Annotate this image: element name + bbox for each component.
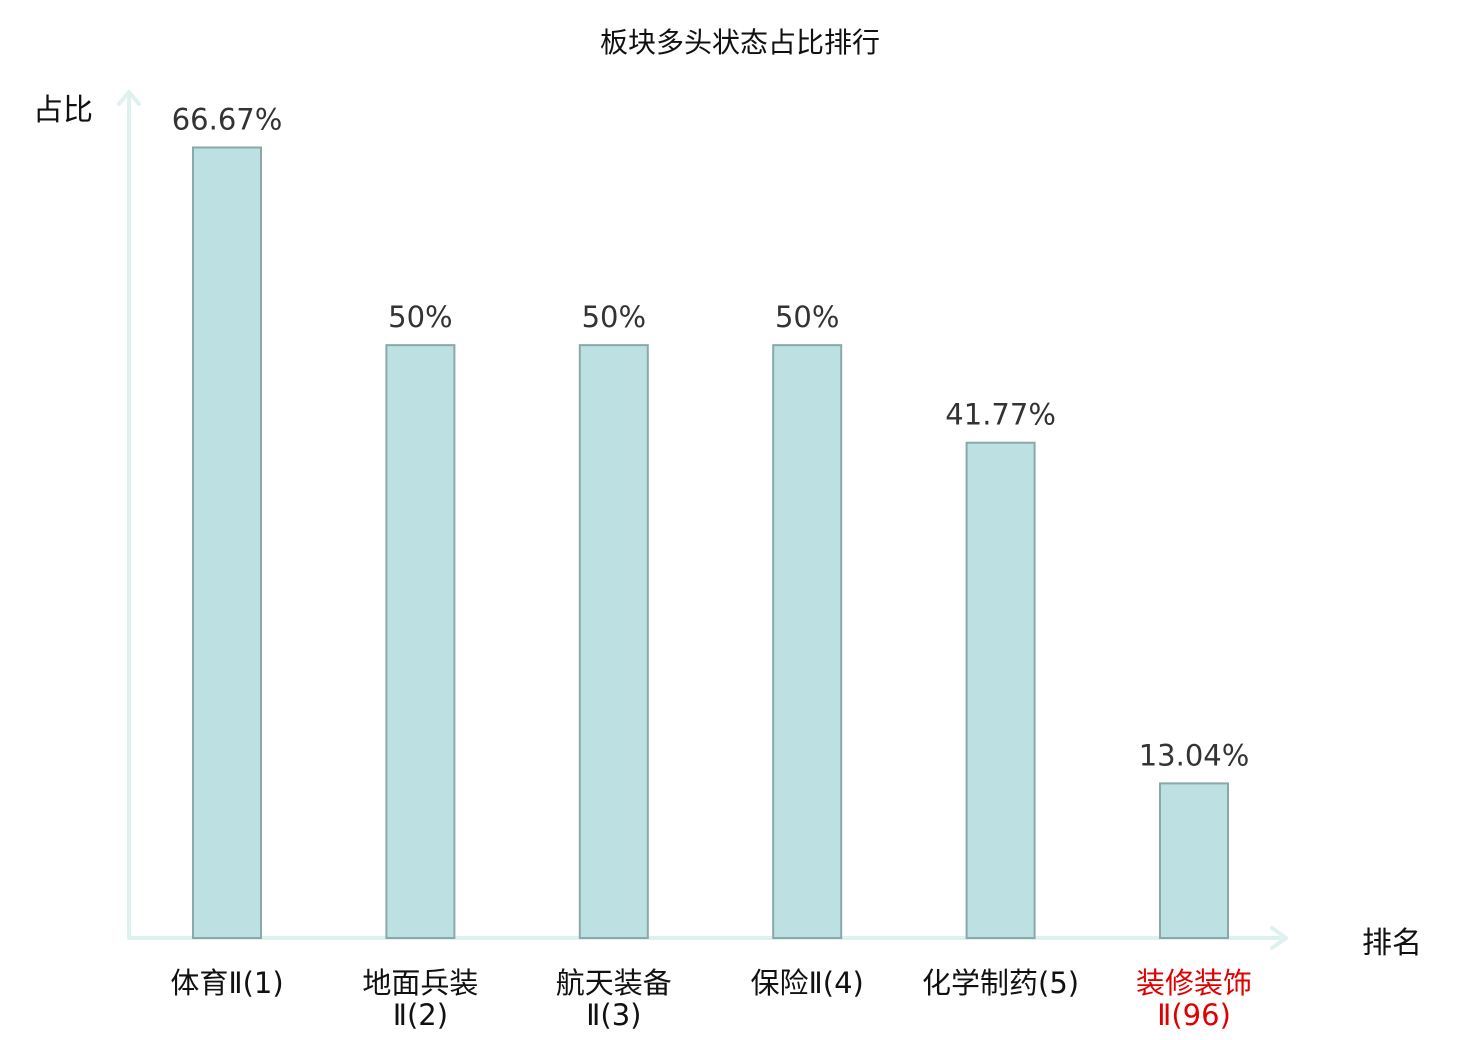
category-label-5: 化学制药(5) (922, 966, 1079, 1000)
category-label-2-line-2: Ⅱ(2) (393, 998, 448, 1032)
value-labels: 66.67% 50% 50% 50% 41.77% 13.04% (172, 102, 1250, 772)
category-label-4: 保险Ⅱ(4) (751, 966, 864, 1000)
category-label-2: 地面兵装 (362, 966, 478, 1000)
bar-4 (772, 344, 843, 939)
category-label-1: 体育Ⅱ(1) (170, 966, 283, 1000)
x-axis-label: 排名 (1362, 926, 1422, 961)
bar-6 (1159, 782, 1229, 940)
y-axis-arrow (117, 90, 141, 106)
bar-3 (578, 344, 649, 939)
category-label-6: 装修装饰 (1136, 966, 1252, 1000)
value-label-1: 66.67% (172, 102, 283, 136)
category-label-3-line-2: Ⅱ(3) (586, 998, 641, 1032)
chart-title: 板块多头状态占比排行 (600, 26, 880, 59)
category-label-6-line-2: Ⅱ(96) (1157, 998, 1231, 1032)
bars (192, 146, 1229, 940)
axes (117, 90, 1288, 950)
value-label-2: 50% (388, 300, 452, 334)
bar-5 (965, 441, 1036, 939)
value-label-5: 41.77% (945, 398, 1056, 432)
y-axis-label: 占比 (33, 93, 93, 128)
x-axis-arrow (1270, 926, 1288, 950)
category-label-3: 航天装备 (556, 966, 672, 1000)
value-label-4: 50% (775, 300, 839, 334)
value-label-3: 50% (582, 300, 646, 334)
bar-2 (385, 344, 456, 939)
bar-1 (192, 146, 262, 939)
value-label-6: 13.04% (1139, 738, 1250, 772)
